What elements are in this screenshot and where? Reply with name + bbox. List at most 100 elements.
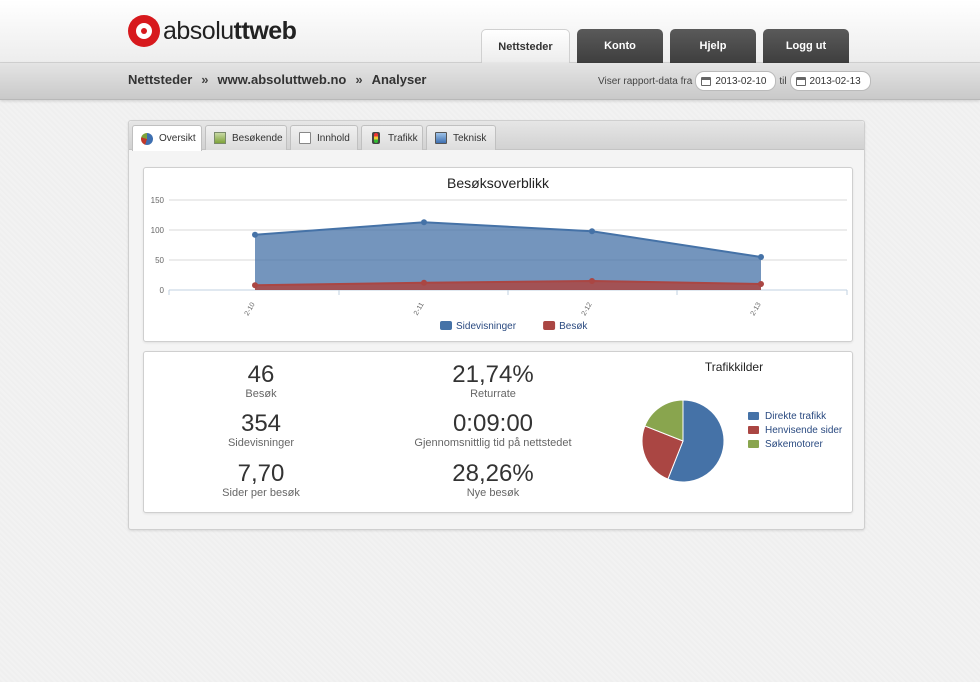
stat-label: Sidevisninger [227, 437, 295, 449]
stat-sider-per-besok: 7,70 Sider per besøk [161, 460, 361, 500]
legend-swatch [748, 440, 759, 448]
analytics-panel: Oversikt Besøkende Innhold Trafikk Tekni… [128, 120, 865, 530]
x-tick-label: 2-10 [244, 301, 257, 317]
line-besøk [254, 279, 762, 287]
data-point [252, 231, 258, 238]
tab-besokende[interactable]: Besøkende [205, 125, 287, 150]
breadcrumb-separator: » [201, 72, 209, 87]
legend-item-direkte[interactable]: Direkte trafikk [748, 409, 842, 423]
line-sidevisninger [254, 221, 762, 258]
stat-label: Nye besøk [466, 487, 520, 499]
data-point [421, 279, 427, 286]
stat-value: 0:09:00 [452, 410, 534, 437]
legend-swatch [748, 412, 759, 420]
stat-label: Sider per besøk [222, 487, 300, 499]
breadcrumb-nettsteder[interactable]: Nettsteder [128, 72, 193, 87]
legend-swatch [543, 321, 556, 330]
visitors-icon [214, 132, 226, 144]
data-point [589, 278, 595, 284]
data-point [758, 281, 764, 287]
y-tick-label: 150 [151, 196, 165, 205]
x-tick-label: 2-13 [750, 301, 763, 317]
tab-label: Teknisk [453, 132, 487, 144]
chart-title: Besøksoverblikk [447, 175, 549, 191]
tab-oversikt[interactable]: Oversikt [132, 125, 202, 151]
breadcrumb-site[interactable]: www.absoluttweb.no [217, 72, 347, 87]
document-icon [299, 132, 311, 144]
stat-returrate: 21,74% Returrate [393, 361, 593, 401]
monitor-icon [435, 132, 447, 144]
legend-label: Direkte trafikk [765, 410, 827, 422]
stat-sidevisninger: 354 Sidevisninger [161, 410, 361, 450]
area-chart: 0 50 100 150 2-10 2-11 2-12 2-13 Sidevisninger Be… [151, 196, 848, 332]
nav-logg-ut[interactable]: Logg ut [763, 29, 849, 63]
date-range-til: til [779, 75, 787, 87]
date-range: Viser rapport-data fra 2013-02-10 til 20… [598, 71, 871, 91]
y-tick-label: 0 [160, 286, 165, 295]
y-tick-label: 50 [155, 256, 164, 265]
data-point [252, 282, 258, 289]
tab-label: Trafikk [388, 132, 418, 144]
nav-hjelp[interactable]: Hjelp [670, 29, 756, 63]
data-point [758, 254, 764, 260]
pie-slice [644, 399, 684, 442]
y-tick-label: 100 [151, 226, 165, 235]
legend-item-henvisende[interactable]: Henvisende sider [748, 423, 842, 437]
stat-tid: 0:09:00 Gjennomsnittlig tid på nettstede… [383, 410, 603, 450]
stat-nye-besok: 28,26% Nye besøk [393, 460, 593, 500]
legend-swatch [440, 321, 452, 330]
area-besøk [255, 281, 761, 290]
stat-besok: 46 Besøk [161, 361, 361, 401]
data-point [421, 219, 427, 226]
legend-swatch [748, 426, 759, 434]
pie-slice [667, 399, 725, 483]
logo-text: absoluttweb [163, 16, 297, 45]
pie-legend: Direkte trafikk Henvisende sider Søkemot… [748, 409, 842, 451]
legend-label: Henvisende sider [765, 424, 843, 436]
stat-value: 28,26% [452, 460, 534, 487]
nav-nettsteder[interactable]: Nettsteder [481, 29, 570, 63]
stats-box: 46 Besøk 21,74% Returrate 354 Sidevisnin… [143, 351, 853, 513]
visits-chart-box: Besøksoverblikk 0 50 100 150 2-10 2-11 2-12 2-1… [143, 167, 853, 342]
tab-label: Besøkende [232, 132, 283, 144]
date-to-value: 2013-02-13 [809, 75, 861, 87]
traffic-light-icon [372, 132, 380, 144]
sub-header: Nettsteder » www.absoluttweb.no » Analys… [0, 63, 980, 100]
legend-item-sokemotorer[interactable]: Søkemotorer [748, 437, 842, 451]
breadcrumb-analyser: Analyser [371, 72, 427, 87]
date-to-input[interactable]: 2013-02-13 [789, 71, 871, 91]
pie-chart-icon [141, 132, 153, 145]
stat-value: 354 [240, 410, 282, 437]
tab-bar: Oversikt Besøkende Innhold Trafikk Tekni… [129, 121, 864, 151]
logo-icon [128, 15, 160, 47]
breadcrumb-separator: » [355, 72, 363, 87]
date-from-value: 2013-02-10 [715, 75, 767, 87]
logo[interactable]: absoluttweb [128, 14, 297, 48]
stat-label: Gjennomsnittlig tid på nettstedet [414, 437, 572, 449]
top-header: absoluttweb Nettsteder Konto Hjelp Logg … [0, 0, 980, 63]
stat-value: 21,74% [452, 361, 534, 388]
tab-innhold[interactable]: Innhold [290, 125, 358, 150]
pie-title: Trafikkilder [704, 360, 764, 374]
x-tick-label: 2-11 [413, 301, 426, 316]
date-from-input[interactable]: 2013-02-10 [695, 71, 777, 91]
legend-label: Søkemotorer [765, 438, 823, 450]
date-range-prefix: Viser rapport-data fra [598, 75, 693, 87]
tab-trafikk[interactable]: Trafikk [361, 125, 423, 150]
legend-label: Sidevisninger [456, 321, 517, 332]
breadcrumb: Nettsteder » www.absoluttweb.no » Analys… [128, 72, 426, 87]
tab-label: Innhold [317, 132, 350, 144]
stat-value: 46 [247, 361, 275, 388]
pie-slice [641, 425, 684, 480]
legend-label: Besøk [559, 321, 588, 332]
x-tick-label: 2-12 [581, 301, 594, 317]
stat-value: 7,70 [237, 460, 285, 487]
tab-teknisk[interactable]: Teknisk [426, 125, 496, 150]
area-sidevisninger [255, 222, 761, 290]
top-nav: Nettsteder Konto Hjelp Logg ut [481, 29, 856, 63]
stat-label: Besøk [245, 388, 277, 400]
nav-konto[interactable]: Konto [577, 29, 663, 63]
pie-chart [641, 399, 725, 483]
tab-label: Oversikt [159, 133, 196, 144]
calendar-icon [795, 76, 806, 86]
